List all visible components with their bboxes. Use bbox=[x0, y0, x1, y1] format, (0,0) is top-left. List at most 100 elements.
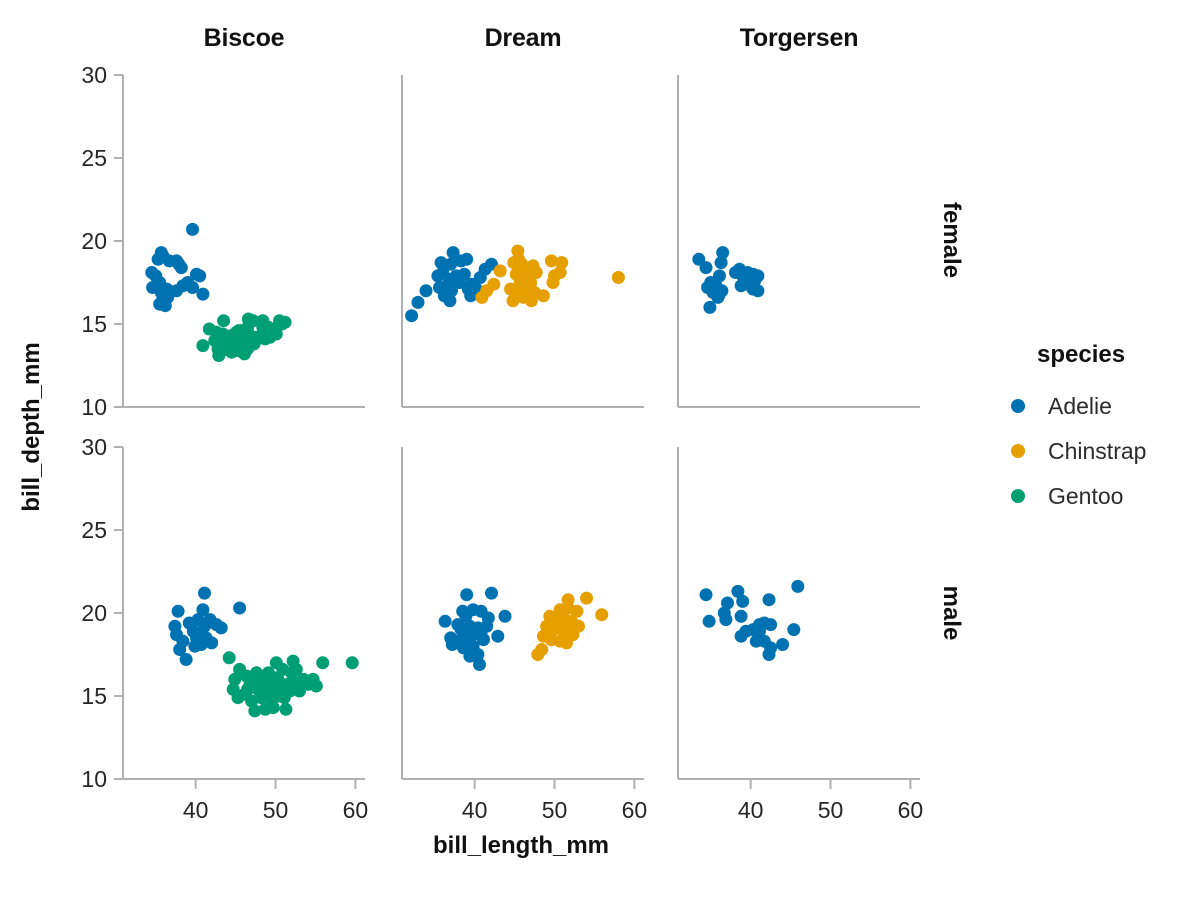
data-point-adelie bbox=[434, 256, 448, 270]
legend-item-gentoo: Gentoo bbox=[1005, 482, 1124, 509]
data-point-adelie bbox=[186, 281, 199, 294]
data-point-adelie bbox=[444, 257, 458, 271]
x-tick-label: 40 bbox=[183, 797, 209, 823]
data-point-chinstrap bbox=[572, 619, 585, 633]
x-tick-label: 60 bbox=[343, 797, 369, 823]
data-point-adelie bbox=[715, 284, 729, 298]
data-point-adelie bbox=[443, 294, 457, 308]
data-point-chinstrap bbox=[524, 276, 538, 289]
data-point-adelie bbox=[699, 588, 713, 602]
data-point-adelie bbox=[481, 611, 495, 625]
panel-female-Biscoe: 10 15 20 25 30 bbox=[81, 62, 365, 420]
x-tick-label: 50 bbox=[542, 797, 568, 823]
x-tick-label: 60 bbox=[622, 797, 648, 823]
data-point-adelie bbox=[791, 579, 805, 593]
x-tick-label: 50 bbox=[263, 797, 289, 823]
data-point-adelie bbox=[719, 613, 733, 627]
data-point-adelie bbox=[703, 300, 717, 314]
data-point-adelie bbox=[460, 252, 474, 266]
facet-title-biscoe: Biscoe bbox=[203, 24, 285, 52]
data-point-gentoo bbox=[316, 656, 330, 670]
facet-row-label-female: female bbox=[938, 201, 965, 279]
panel-female-Dream bbox=[401, 75, 644, 408]
data-point-gentoo bbox=[269, 327, 283, 341]
data-point-adelie bbox=[734, 609, 748, 623]
data-point-adelie bbox=[471, 648, 485, 661]
facet-title-torgersen: Torgersen bbox=[739, 24, 859, 52]
gentoo-swatch-icon bbox=[1011, 489, 1025, 503]
data-point-chinstrap bbox=[544, 254, 558, 268]
data-point-adelie bbox=[198, 586, 211, 600]
data-point-adelie bbox=[751, 284, 765, 298]
data-point-gentoo bbox=[222, 651, 236, 665]
data-point-adelie bbox=[205, 636, 219, 650]
y-axis-label: bill_depth_mm bbox=[18, 342, 45, 512]
y-tick-label: 25 bbox=[81, 517, 107, 543]
x-tick-label: 40 bbox=[738, 797, 764, 823]
panel-male-Dream: 40 50 60 bbox=[401, 447, 648, 823]
data-point-adelie bbox=[776, 638, 790, 651]
data-point-chinstrap bbox=[536, 289, 550, 303]
data-point-adelie bbox=[419, 284, 433, 298]
data-point-chinstrap bbox=[555, 256, 569, 270]
legend-item-label: Gentoo bbox=[1048, 482, 1124, 509]
facet-title-dream: Dream bbox=[484, 24, 562, 52]
data-point-adelie bbox=[699, 261, 713, 275]
y-tick-label: 15 bbox=[81, 311, 107, 337]
data-point-gentoo bbox=[196, 339, 210, 353]
data-point-adelie bbox=[716, 246, 730, 260]
adelie-swatch-icon bbox=[1011, 399, 1025, 413]
data-point-chinstrap bbox=[580, 591, 593, 605]
data-point-adelie bbox=[438, 614, 452, 628]
x-tick-label: 50 bbox=[818, 797, 844, 823]
data-point-chinstrap bbox=[487, 277, 501, 291]
data-point-adelie bbox=[457, 267, 471, 281]
data-point-adelie bbox=[445, 284, 458, 298]
x-axis-label: bill_length_mm bbox=[432, 832, 610, 859]
data-point-chinstrap bbox=[595, 608, 609, 622]
data-point-gentoo bbox=[228, 672, 242, 686]
data-point-adelie bbox=[446, 246, 460, 260]
legend-title: species bbox=[1037, 341, 1126, 368]
data-point-adelie bbox=[171, 604, 185, 618]
y-tick-label: 15 bbox=[81, 683, 107, 709]
data-point-chinstrap bbox=[570, 604, 584, 618]
data-point-adelie bbox=[411, 295, 425, 309]
y-tick-label: 25 bbox=[81, 145, 107, 171]
y-tick-label: 30 bbox=[81, 434, 107, 460]
data-point-chinstrap bbox=[611, 271, 625, 284]
data-point-adelie bbox=[233, 601, 247, 615]
x-tick-label: 60 bbox=[898, 797, 924, 823]
y-tick-label: 30 bbox=[81, 62, 107, 88]
data-point-adelie bbox=[477, 633, 490, 647]
y-tick-label: 20 bbox=[81, 228, 107, 254]
data-point-gentoo bbox=[345, 656, 359, 670]
facet-row-label-male: male bbox=[938, 585, 965, 641]
legend: species Adelie Chinstrap Gentoo bbox=[1005, 0, 1200, 900]
data-point-adelie bbox=[787, 623, 801, 637]
legend-item-chinstrap: Chinstrap bbox=[1005, 437, 1147, 464]
data-point-adelie bbox=[764, 641, 778, 655]
data-point-adelie bbox=[473, 658, 486, 671]
data-point-adelie bbox=[491, 629, 505, 643]
data-point-gentoo bbox=[266, 701, 280, 715]
data-point-chinstrap bbox=[493, 264, 507, 278]
data-point-adelie bbox=[214, 621, 228, 635]
data-point-adelie bbox=[179, 653, 193, 666]
data-point-adelie bbox=[193, 269, 207, 283]
panel-female-Torgersen bbox=[677, 75, 920, 408]
data-point-adelie bbox=[702, 614, 716, 628]
legend-item-label: Chinstrap bbox=[1048, 437, 1147, 464]
x-tick-label: 40 bbox=[462, 797, 488, 823]
data-point-adelie bbox=[764, 618, 778, 632]
data-point-chinstrap bbox=[535, 643, 549, 656]
data-point-adelie bbox=[736, 594, 750, 608]
data-point-adelie bbox=[176, 634, 190, 648]
data-point-chinstrap bbox=[529, 266, 543, 279]
legend-item-adelie: Adelie bbox=[1005, 393, 1112, 419]
data-point-chinstrap bbox=[553, 266, 567, 279]
data-point-gentoo bbox=[289, 662, 303, 676]
data-point-gentoo bbox=[278, 315, 292, 329]
data-point-adelie bbox=[186, 222, 199, 236]
